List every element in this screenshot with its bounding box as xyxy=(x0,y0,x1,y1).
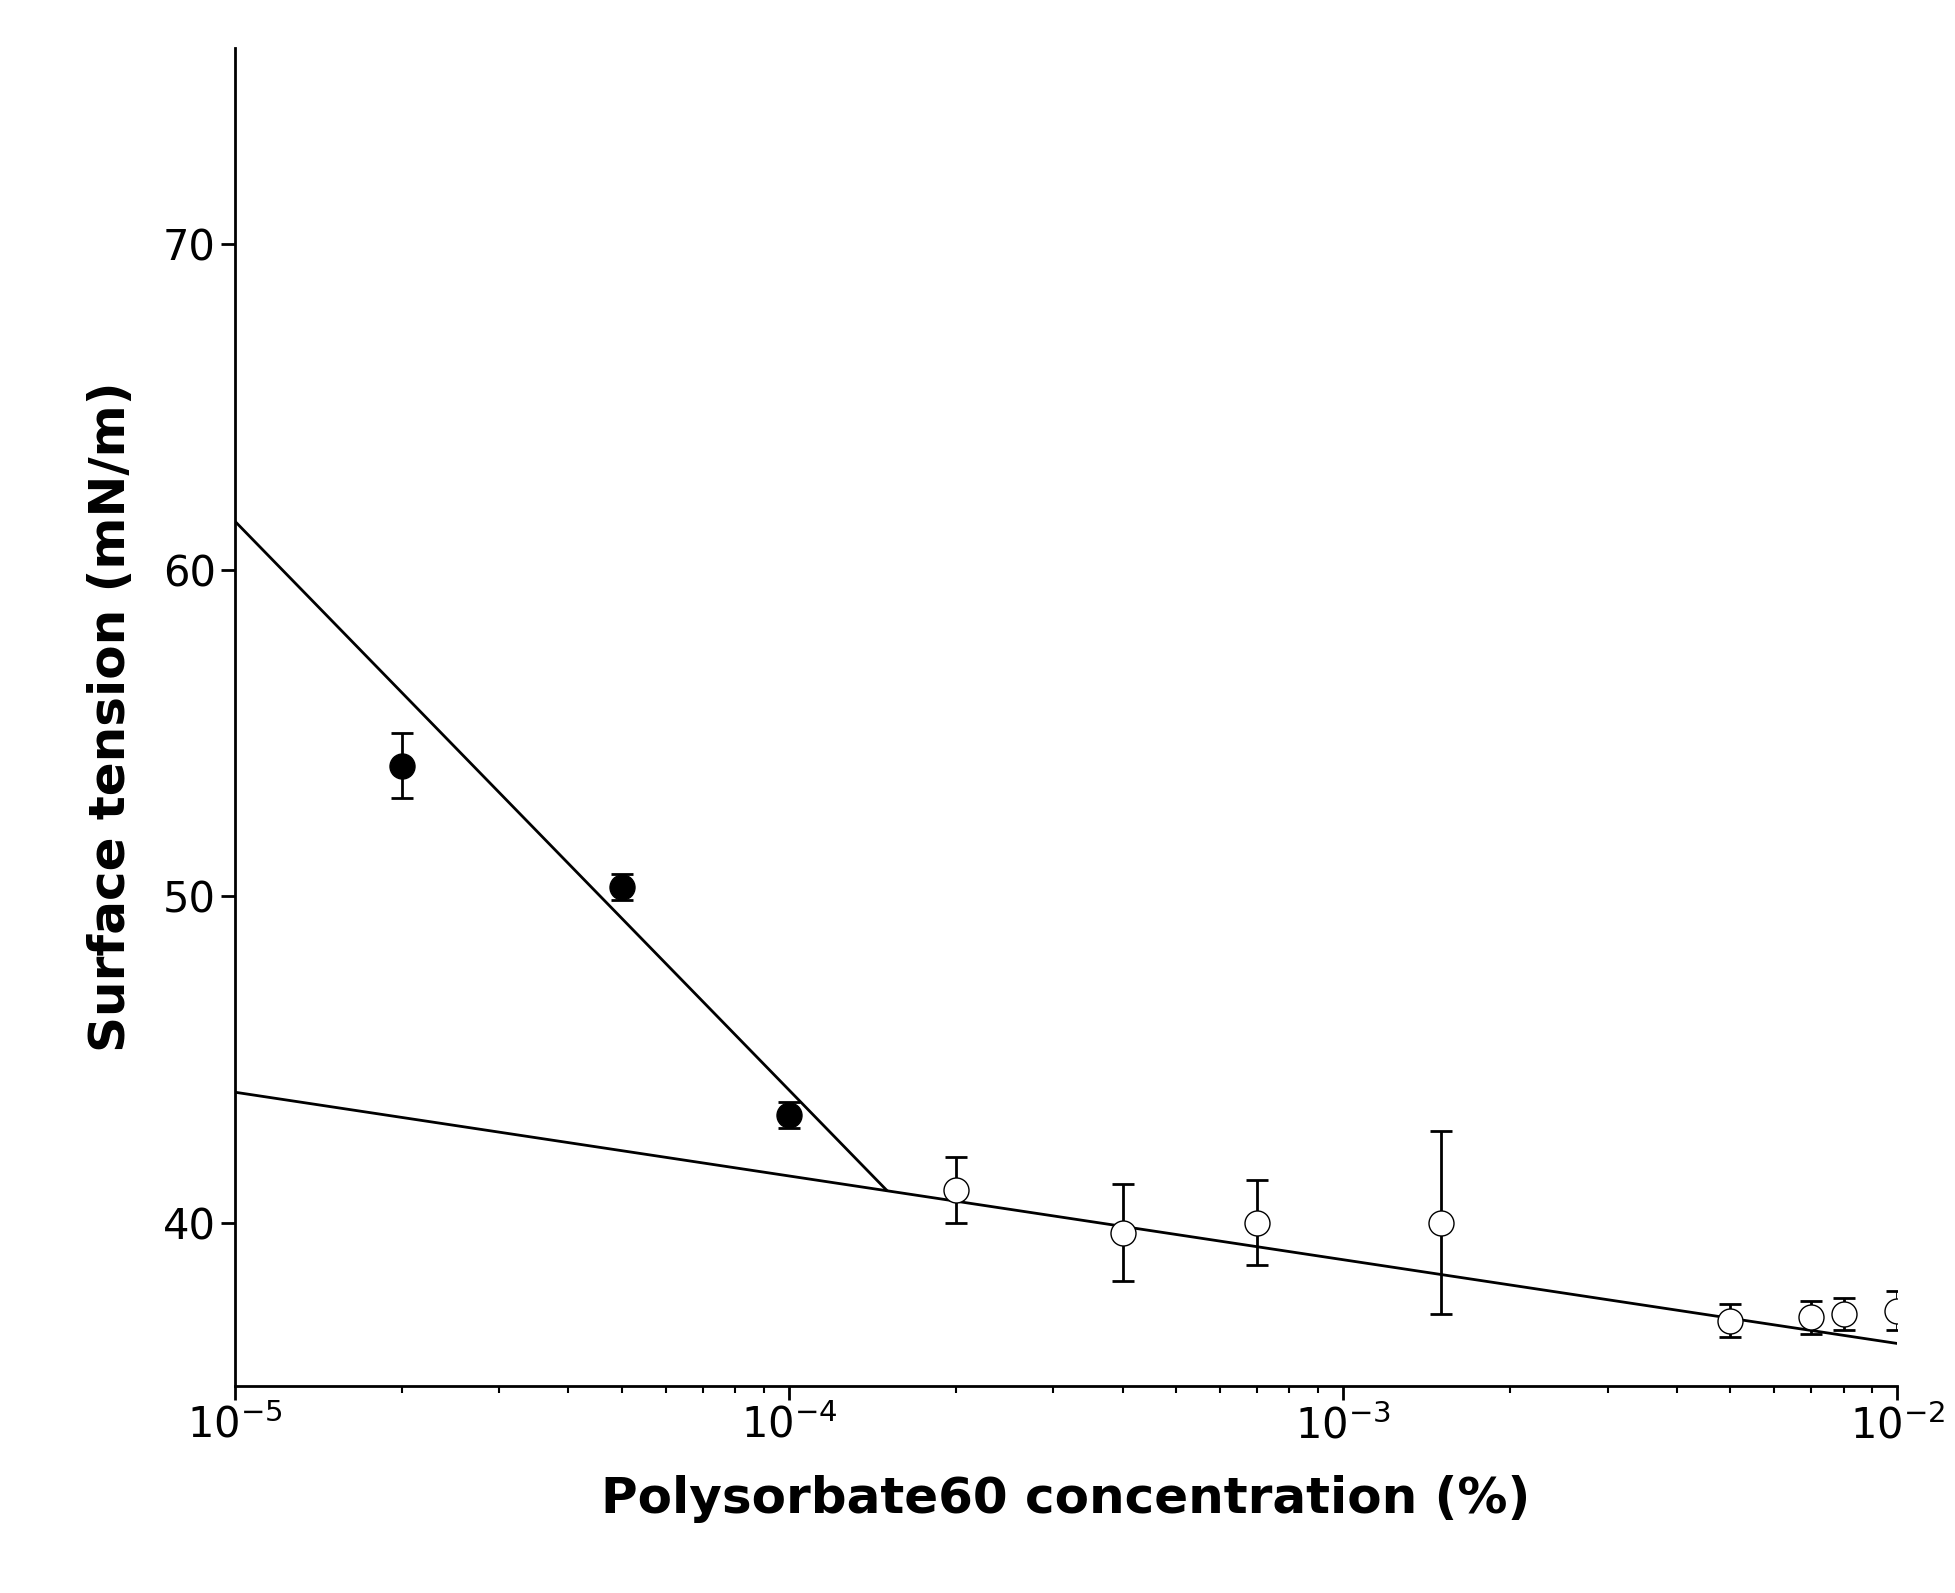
X-axis label: Polysorbate60 concentration (%): Polysorbate60 concentration (%) xyxy=(600,1475,1531,1523)
Y-axis label: Surface tension (mN/m): Surface tension (mN/m) xyxy=(88,382,135,1051)
